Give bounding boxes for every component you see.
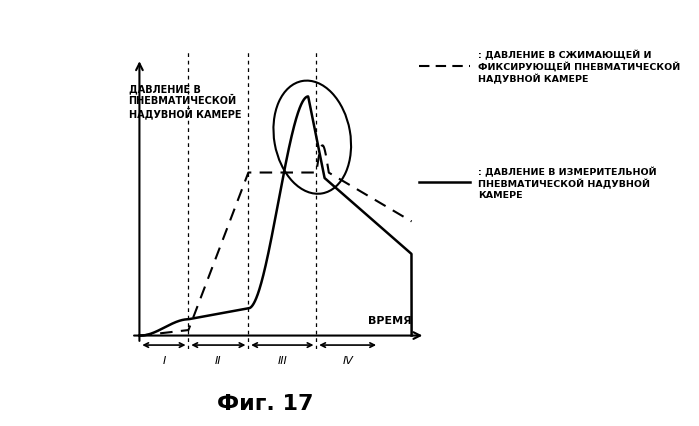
Text: Фиг. 17: Фиг. 17	[217, 393, 314, 413]
Text: III: III	[278, 355, 287, 365]
Text: : ДАВЛЕНИЕ В ИЗМЕРИТЕЛЬНОЙ
ПНЕВМАТИЧЕСКОЙ НАДУВНОЙ
КАМЕРЕ: : ДАВЛЕНИЕ В ИЗМЕРИТЕЛЬНОЙ ПНЕВМАТИЧЕСКО…	[478, 167, 657, 199]
Text: ДАВЛЕНИЕ В
ПНЕВМАТИЧЕСКОЙ
НАДУВНОЙ КАМЕРЕ: ДАВЛЕНИЕ В ПНЕВМАТИЧЕСКОЙ НАДУВНОЙ КАМЕР…	[129, 83, 241, 119]
Text: ВРЕМЯ: ВРЕМЯ	[368, 315, 412, 325]
Text: II: II	[215, 355, 222, 365]
Text: IV: IV	[343, 355, 353, 365]
Text: : ДАВЛЕНИЕ В СЖИМАЮЩЕЙ И
ФИКСИРУЮЩЕЙ ПНЕВМАТИЧЕСКОЙ
НАДУВНОЙ КАМЕРЕ: : ДАВЛЕНИЕ В СЖИМАЮЩЕЙ И ФИКСИРУЮЩЕЙ ПНЕ…	[478, 50, 680, 83]
Text: I: I	[162, 355, 166, 365]
